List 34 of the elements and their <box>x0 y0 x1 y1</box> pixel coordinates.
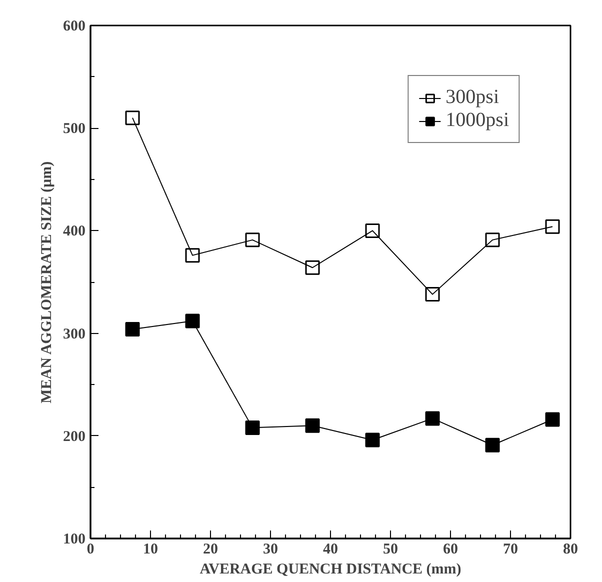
x-tick-label: 50 <box>383 542 398 558</box>
point <box>365 223 380 238</box>
point <box>305 418 320 433</box>
point <box>365 432 380 448</box>
x-tick-label: 60 <box>443 542 458 558</box>
legend-label: 300psi <box>446 86 499 109</box>
point <box>125 322 140 336</box>
point <box>485 232 500 248</box>
x-tick-label: 30 <box>263 542 278 558</box>
point <box>185 314 200 328</box>
point <box>425 411 440 426</box>
y-tick-label: 300 <box>63 326 86 342</box>
x-tick-label: 80 <box>563 542 578 558</box>
y-tick-label: 500 <box>63 121 86 138</box>
y-axis-title: MEAN AGGLOMERATE SIZE (μm) <box>39 161 55 404</box>
x-tick-label: 20 <box>203 542 218 558</box>
x-tick-label: 0 <box>86 542 94 558</box>
y-tick-label: 400 <box>63 224 86 240</box>
point <box>545 219 560 234</box>
point <box>125 110 140 126</box>
y-tick-label: 100 <box>63 532 86 548</box>
x-axis-title: AVERAGE QUENCH DISTANCE (mm) <box>200 562 462 578</box>
x-tick-label: 40 <box>323 542 338 558</box>
point <box>245 420 260 435</box>
y-tick-label: 200 <box>63 428 86 445</box>
point <box>485 438 500 452</box>
point <box>245 232 260 248</box>
legend-label: 1000psi <box>446 109 509 132</box>
point <box>545 412 560 427</box>
x-tick-label: 10 <box>143 542 158 558</box>
x-tick-label: 70 <box>503 542 518 558</box>
point <box>305 260 320 275</box>
point <box>185 248 200 263</box>
y-tick-label: 600 <box>63 18 86 34</box>
